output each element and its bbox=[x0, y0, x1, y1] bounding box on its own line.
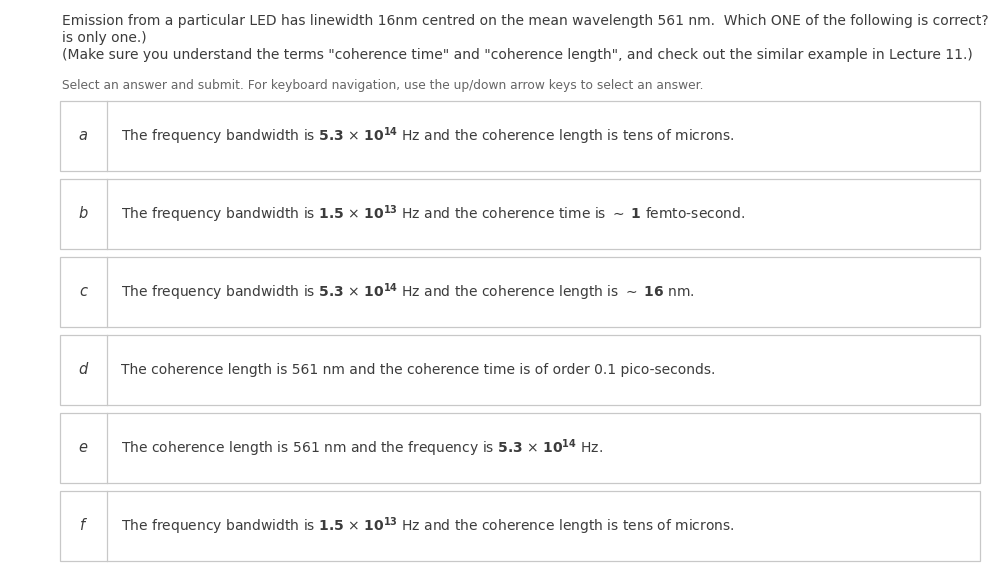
Text: Select an answer and submit. For keyboard navigation, use the up/down arrow keys: Select an answer and submit. For keyboar… bbox=[62, 79, 703, 92]
Text: The frequency bandwidth is $\mathbf{5.3}$ $\times$ $\mathbf{10^{14}}$ Hz and the: The frequency bandwidth is $\mathbf{5.3}… bbox=[121, 281, 694, 303]
Bar bbox=[60, 335, 979, 405]
Text: b: b bbox=[79, 207, 87, 222]
Bar bbox=[60, 257, 979, 327]
Bar bbox=[60, 179, 979, 249]
Text: The coherence length is 561 nm and the coherence time is of order 0.1 pico-secon: The coherence length is 561 nm and the c… bbox=[121, 363, 715, 377]
Text: a: a bbox=[79, 128, 87, 143]
Text: Emission from a particular LED has linewidth 16nm centred on the mean wavelength: Emission from a particular LED has linew… bbox=[62, 14, 994, 28]
Text: is only one.): is only one.) bbox=[62, 31, 146, 45]
Text: The coherence length is 561 nm and the frequency is $\mathbf{5.3}$ $\times$ $\ma: The coherence length is 561 nm and the f… bbox=[121, 437, 602, 459]
Text: The frequency bandwidth is $\mathbf{1.5}$ $\times$ $\mathbf{10^{13}}$ Hz and the: The frequency bandwidth is $\mathbf{1.5}… bbox=[121, 203, 745, 225]
Text: (Make sure you understand the terms "coherence time" and "coherence length", and: (Make sure you understand the terms "coh… bbox=[62, 48, 972, 62]
Bar bbox=[60, 413, 979, 483]
Text: c: c bbox=[79, 284, 86, 300]
Bar bbox=[60, 491, 979, 561]
Text: The frequency bandwidth is $\mathbf{1.5}$ $\times$ $\mathbf{10^{13}}$ Hz and the: The frequency bandwidth is $\mathbf{1.5}… bbox=[121, 515, 734, 537]
Text: The frequency bandwidth is $\mathbf{5.3}$ $\times$ $\mathbf{10^{14}}$ Hz and the: The frequency bandwidth is $\mathbf{5.3}… bbox=[121, 125, 734, 147]
Text: d: d bbox=[79, 363, 87, 377]
Bar bbox=[60, 101, 979, 171]
Text: f: f bbox=[81, 518, 85, 533]
Text: e: e bbox=[79, 440, 87, 456]
